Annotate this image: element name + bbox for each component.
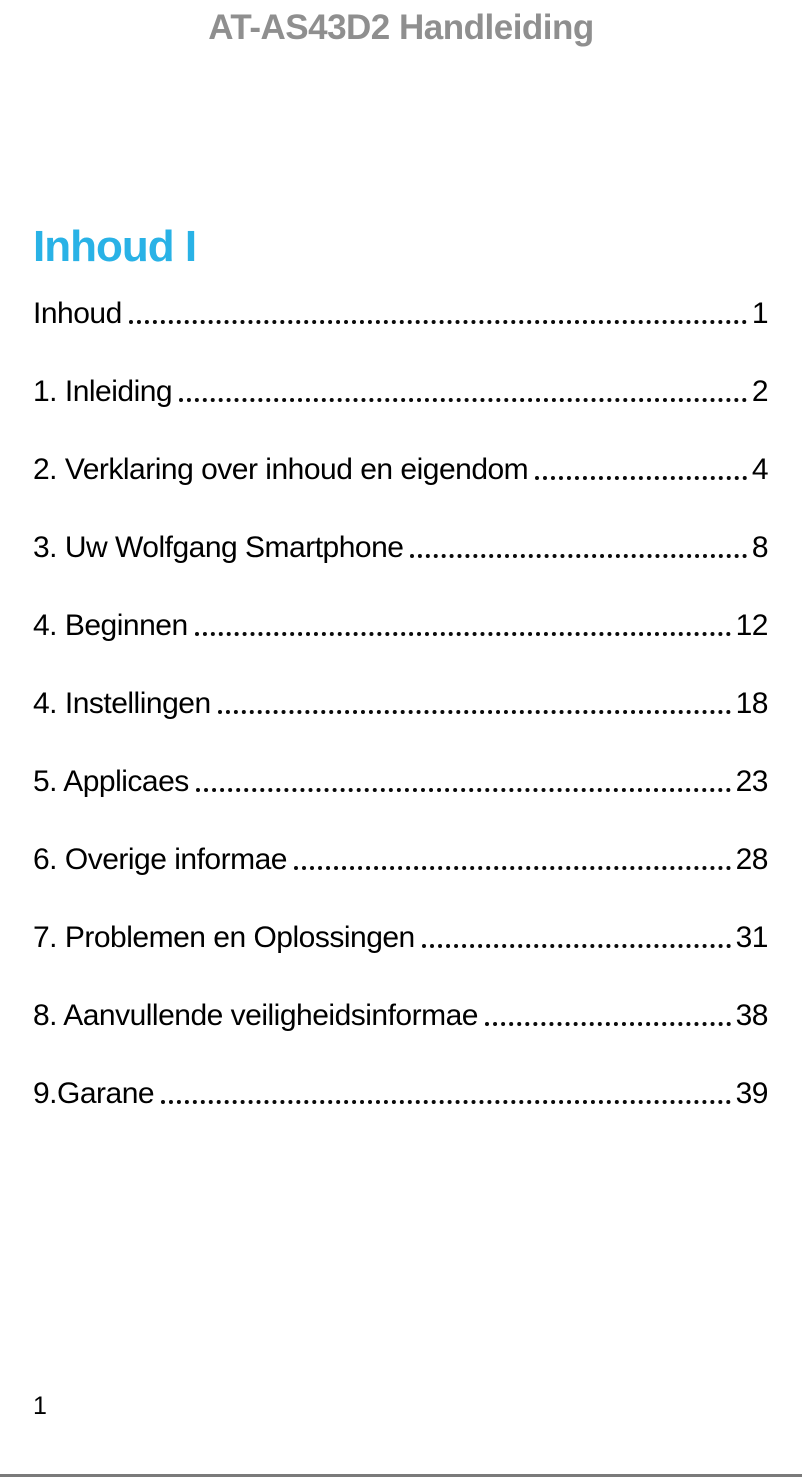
toc-entry-page: 18 [735, 687, 769, 720]
toc-entry[interactable]: 2. Verklaring over inhoud en eigendom 4 [33, 452, 769, 488]
toc-entry-page: 38 [735, 999, 769, 1032]
toc-entry-label: 3. Uw Wolfgang Smartphone [33, 531, 404, 564]
footer-page-number: 1 [33, 1392, 47, 1420]
toc-entry[interactable]: 5. Applicaes 23 [33, 764, 769, 800]
toc-entry[interactable]: 4. Beginnen 12 [33, 608, 769, 644]
toc-entry[interactable]: 1. Inleiding 2 [33, 374, 769, 410]
toc-entry-page: 8 [751, 531, 769, 564]
toc-entry-label: 8. Aanvullende veiligheidsinformae [33, 999, 478, 1032]
toc-dot-leader [293, 866, 731, 870]
toc-dot-leader [535, 476, 747, 480]
toc-dot-leader [421, 944, 731, 948]
document-header-title: AT-AS43D2 Handleiding [208, 8, 594, 47]
toc-entry-label: 7. Problemen en Oplossingen [33, 921, 415, 954]
toc-entry-page: 1 [751, 297, 769, 330]
toc-dot-leader [194, 632, 731, 636]
toc-entry[interactable]: 4. Instellingen 18 [33, 686, 769, 722]
toc-entry-label: 6. Overige informae [33, 843, 287, 876]
toc-entry[interactable]: 6. Overige informae 28 [33, 842, 769, 878]
toc-entry-page: 4 [751, 453, 769, 486]
toc-entry-page: 12 [735, 609, 769, 642]
toc-entry-page: 31 [735, 921, 769, 954]
toc-entry-label: Inhoud [33, 297, 122, 330]
toc-dot-leader [217, 710, 731, 714]
toc-entry[interactable]: 9.Garane 39 [33, 1076, 769, 1112]
toc-dot-leader [179, 398, 747, 402]
toc-entry-page: 28 [735, 843, 769, 876]
toc-entry-page: 23 [735, 765, 769, 798]
toc-entry[interactable]: 3. Uw Wolfgang Smartphone 8 [33, 530, 769, 566]
toc-dot-leader [195, 788, 731, 792]
toc-entry-label: 2. Verklaring over inhoud en eigendom [33, 453, 529, 486]
toc-entry-label: 9.Garane [33, 1077, 155, 1110]
toc-entry-label: 4. Beginnen [33, 609, 188, 642]
toc-dot-leader [128, 320, 747, 324]
toc-entry[interactable]: 7. Problemen en Oplossingen 31 [33, 920, 769, 956]
toc-dot-leader [410, 554, 747, 558]
toc-heading: Inhoud I [33, 222, 197, 271]
toc-entry-label: 4. Instellingen [33, 687, 211, 720]
toc-dot-leader [161, 1100, 731, 1104]
toc-entry-page: 2 [751, 375, 769, 408]
toc-entry-label: 1. Inleiding [33, 375, 173, 408]
toc-entry-label: 5. Applicaes [33, 765, 189, 798]
table-of-contents: Inhoud 1 1. Inleiding 2 2. Verklaring ov… [33, 296, 769, 1154]
toc-entry-page: 39 [735, 1077, 769, 1110]
footer-divider [0, 1474, 802, 1477]
toc-dot-leader [484, 1022, 731, 1026]
toc-entry[interactable]: Inhoud 1 [33, 296, 769, 332]
toc-entry[interactable]: 8. Aanvullende veiligheidsinformae 38 [33, 998, 769, 1034]
